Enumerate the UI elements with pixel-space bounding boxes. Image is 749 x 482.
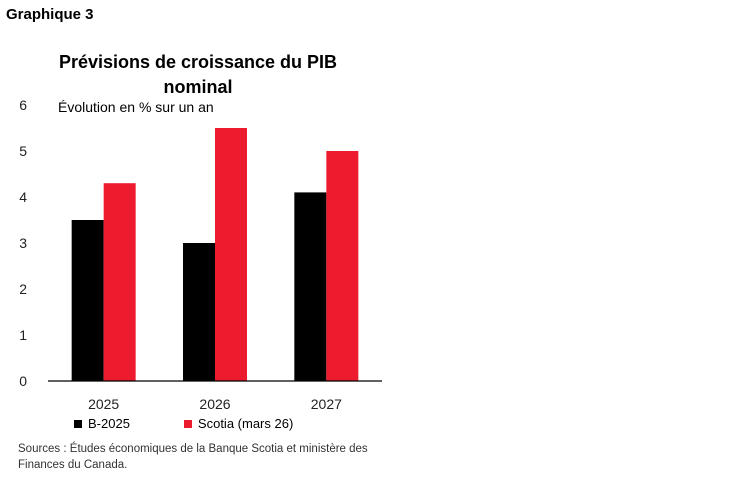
x-tick-label: 2026 <box>199 396 230 412</box>
bar-scotia-2025 <box>103 183 136 381</box>
legend-swatch-scotia <box>183 419 192 428</box>
bar-scotia-2027 <box>326 151 359 381</box>
y-tick-label: 6 <box>19 97 27 113</box>
bar-b2025-2026 <box>183 243 215 381</box>
y-tick-label: 4 <box>19 189 27 205</box>
legend-swatch-b2025 <box>74 419 82 428</box>
x-axis-ticks: 2025 2026 2027 <box>88 396 342 412</box>
legend: B-2025 Scotia (mars 26) <box>74 416 293 431</box>
y-tick-label: 0 <box>19 373 27 389</box>
y-tick-label: 2 <box>19 281 27 297</box>
legend-item-scotia: Scotia (mars 26) <box>183 416 294 431</box>
y-tick-label: 3 <box>19 235 27 251</box>
sources-note: Sources : Études économiques de la Banqu… <box>18 443 368 471</box>
y-tick-label: 5 <box>19 143 27 159</box>
bar-scotia-2026 <box>215 128 247 381</box>
bars <box>71 128 359 381</box>
chart-subtitle: Évolution en % sur un an <box>58 99 214 115</box>
x-tick-label: 2027 <box>311 396 342 412</box>
bar-b2025-2025 <box>71 220 104 381</box>
figure-label: Graphique 3 <box>6 6 94 23</box>
y-axis-ticks: 0 1 2 3 4 5 6 <box>19 97 27 389</box>
legend-item-b2025: B-2025 <box>74 416 130 431</box>
x-tick-label: 2025 <box>88 396 119 412</box>
legend-label-scotia: Scotia (mars 26) <box>197 416 294 431</box>
y-tick-label: 1 <box>19 327 27 343</box>
bar-b2025-2027 <box>294 192 327 381</box>
chart-title: Prévisions de croissance du PIB nominal <box>58 52 338 97</box>
legend-label-b2025: B-2025 <box>88 416 130 431</box>
